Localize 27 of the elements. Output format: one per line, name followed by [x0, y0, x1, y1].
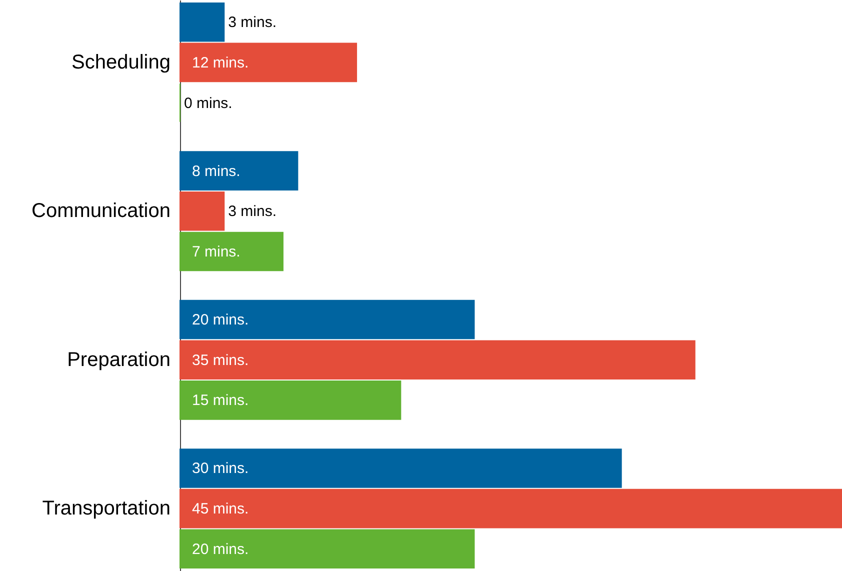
data-label: 7 mins. [192, 243, 240, 260]
y-tick-label: Preparation [67, 348, 170, 371]
bar [180, 151, 298, 190]
data-label: 30 mins. [192, 460, 249, 478]
data-label: 0 mins. [184, 94, 232, 112]
data-label: 20 mins. [192, 312, 249, 329]
bar [180, 42, 358, 82]
y-tick-label: Transportation [42, 498, 170, 520]
y-tick-label: Communication [32, 200, 170, 222]
bar [180, 448, 622, 488]
data-label: 8 mins. [192, 162, 240, 180]
data-label: 35 mins. [192, 352, 249, 369]
data-label: 12 mins. [192, 54, 249, 72]
bar [180, 2, 225, 42]
y-tick-label: Scheduling [72, 51, 170, 74]
bar [180, 191, 225, 231]
bar [180, 380, 402, 420]
data-label: 20 mins. [192, 540, 249, 558]
data-label: 45 mins. [192, 500, 249, 518]
data-label: 3 mins. [228, 14, 276, 32]
bar [180, 488, 842, 528]
bar [180, 232, 284, 272]
bar [180, 300, 475, 340]
bar [180, 529, 475, 569]
bar [180, 340, 696, 380]
data-label: 3 mins. [228, 203, 276, 220]
data-label: 15 mins. [192, 392, 249, 410]
